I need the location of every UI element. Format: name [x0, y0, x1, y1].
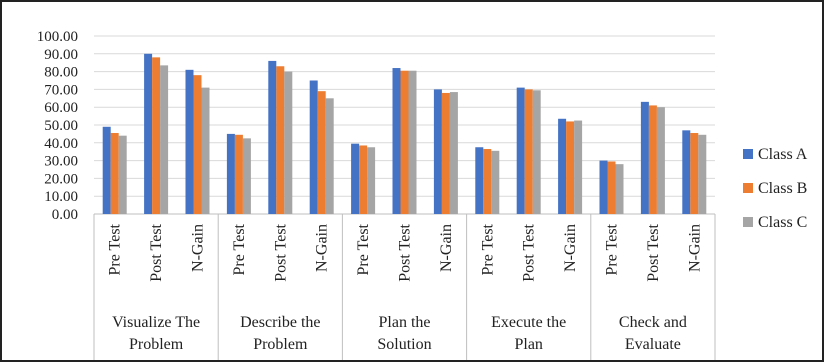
group-label: Execute the [491, 314, 566, 331]
bar-class-b [441, 92, 450, 214]
bar-class-a [433, 89, 442, 214]
bar-class-c [491, 150, 500, 214]
y-tick-label: 80.00 [44, 65, 78, 81]
bar-class-a [682, 130, 691, 214]
subcategory-label: Post Test [272, 223, 289, 281]
bar-class-c [118, 135, 127, 214]
y-tick-label: 10.00 [44, 189, 78, 205]
legend-swatch-class-a [743, 149, 753, 159]
bar-class-b [690, 133, 699, 214]
subcategory-label: Post Test [148, 223, 165, 281]
group-label: Plan [514, 336, 542, 353]
bar-class-a [392, 68, 401, 214]
subcategory-label: Pre Test [355, 223, 372, 275]
bar-class-c [698, 134, 707, 214]
subcategory-label: Pre Test [231, 223, 248, 275]
bar-class-b [566, 121, 575, 214]
bar-class-a [185, 69, 194, 214]
bar-class-a [516, 87, 525, 214]
bar-class-a [309, 80, 318, 214]
group-label: Plan the [379, 314, 431, 331]
bar-class-b [110, 133, 119, 214]
bar-class-c [242, 138, 251, 214]
bar-class-a [475, 147, 484, 214]
bar-class-b [648, 105, 657, 214]
subcategory-label: Pre Test [604, 223, 621, 275]
bar-class-a [558, 118, 567, 214]
group-label: Solution [377, 336, 431, 353]
bar-class-c [656, 107, 665, 214]
group-label: Visualize The [112, 314, 200, 331]
bar-class-c [367, 147, 376, 214]
bar-class-c [201, 87, 210, 214]
bar-class-a [226, 133, 235, 214]
bar-class-a [144, 53, 153, 214]
group-label: Problem [253, 336, 308, 353]
bar-class-c [449, 92, 458, 214]
y-tick-label: 0.00 [52, 207, 78, 223]
legend-swatch-class-b [743, 183, 753, 193]
bar-class-b [234, 134, 243, 214]
y-tick-label: 30.00 [44, 154, 78, 170]
bar-class-c [574, 120, 583, 214]
group-label: Evaluate [625, 336, 681, 353]
legend-label: Class B [758, 180, 807, 197]
y-tick-label: 20.00 [44, 171, 78, 187]
y-tick-label: 40.00 [44, 136, 78, 152]
bar-class-b [400, 70, 409, 215]
group-label: Describe the [240, 314, 320, 331]
bar-class-b [317, 91, 326, 214]
y-tick-label: 60.00 [44, 100, 78, 116]
subcategory-label: N-Gain [438, 224, 455, 272]
subcategory-label: N-Gain [314, 224, 331, 272]
bar-class-b [607, 161, 616, 214]
y-tick-label: 70.00 [44, 82, 78, 98]
bar-class-b [276, 66, 285, 214]
bar-class-a [640, 101, 649, 214]
subcategory-label: Pre Test [107, 223, 124, 275]
legend-label: Class A [758, 146, 808, 163]
group-label: Check and [619, 314, 687, 331]
bar-class-a [268, 60, 277, 214]
bar-class-a [599, 160, 608, 214]
subcategory-label: N-Gain [562, 224, 579, 272]
bar-class-a [102, 126, 111, 214]
subcategory-label: Post Test [397, 223, 414, 281]
bar-class-c [532, 90, 541, 214]
subcategory-label: Pre Test [479, 223, 496, 275]
bar-class-c [615, 164, 624, 214]
subcategory-label: N-Gain [686, 224, 703, 272]
legend-label: Class C [758, 214, 807, 231]
y-tick-label: 100.00 [37, 29, 78, 45]
bar-class-c [160, 65, 169, 214]
bar-class-c [325, 98, 334, 214]
subcategory-label: Post Test [521, 223, 538, 281]
bar-class-c [408, 70, 417, 215]
bar-class-b [483, 149, 492, 214]
bar-class-b [152, 57, 161, 214]
bar-class-a [351, 143, 360, 214]
bar-class-b [359, 145, 368, 214]
legend-swatch-class-c [743, 217, 753, 227]
y-tick-label: 50.00 [44, 118, 78, 134]
group-label: Problem [129, 336, 184, 353]
bar-class-c [284, 71, 293, 214]
subcategory-label: Post Test [645, 223, 662, 281]
bar-class-b [193, 75, 202, 214]
y-tick-label: 90.00 [44, 47, 78, 63]
bar-class-b [524, 89, 533, 214]
subcategory-label: N-Gain [190, 224, 207, 272]
